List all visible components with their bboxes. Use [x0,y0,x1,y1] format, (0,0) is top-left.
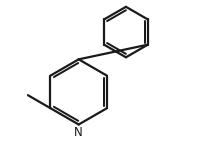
Text: N: N [74,126,83,139]
